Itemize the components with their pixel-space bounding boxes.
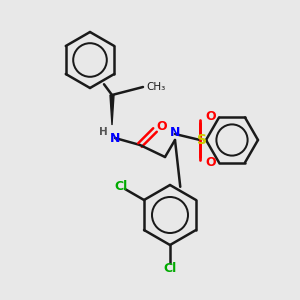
Text: Cl: Cl: [164, 262, 177, 275]
Text: O: O: [206, 157, 216, 169]
Text: O: O: [206, 110, 216, 124]
Text: Cl: Cl: [114, 181, 128, 194]
Text: O: O: [157, 121, 167, 134]
Text: H: H: [99, 127, 107, 137]
Text: S: S: [197, 133, 207, 147]
Text: N: N: [110, 131, 120, 145]
Polygon shape: [110, 95, 114, 125]
Text: N: N: [170, 125, 180, 139]
Text: CH₃: CH₃: [146, 82, 165, 92]
